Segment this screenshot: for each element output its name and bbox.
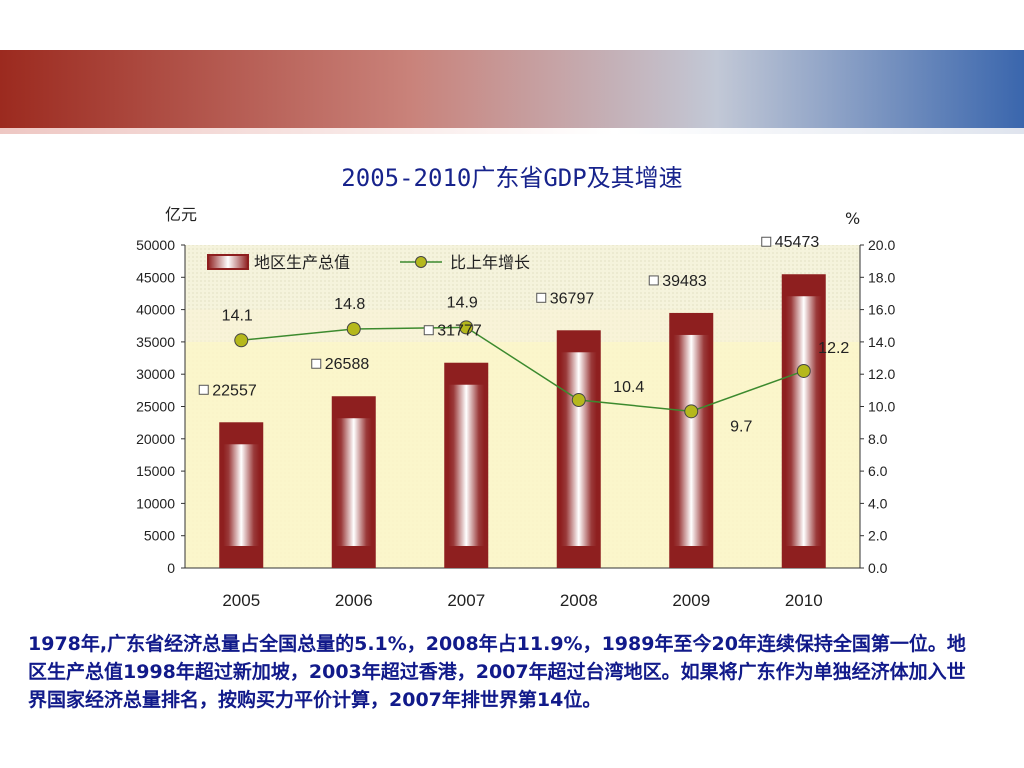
left-tick-label: 50000: [136, 237, 175, 253]
bar-highlight: [223, 444, 260, 546]
right-tick-label: 16.0: [868, 302, 895, 318]
bar-label-marker: [311, 358, 322, 369]
right-tick-label: 14.0: [868, 334, 895, 350]
right-tick-label: 18.0: [868, 269, 895, 285]
growth-point: [459, 320, 474, 335]
x-tick-label: 2007: [447, 591, 485, 610]
chart-title: 2005-2010广东省GDP及其增速: [341, 164, 683, 192]
growth-data-label: 14.1: [222, 307, 253, 324]
x-tick-label: 2006: [335, 591, 373, 610]
bar-highlight: [560, 352, 597, 546]
x-tick-label: 2010: [785, 591, 823, 610]
right-tick-label: 12.0: [868, 366, 895, 382]
header-banner-edge: [0, 128, 1024, 134]
left-tick-label: 35000: [136, 334, 175, 350]
bar-highlight: [335, 418, 372, 546]
right-tick-label: 0.0: [868, 560, 888, 576]
growth-point: [571, 393, 586, 408]
left-tick-label: 15000: [136, 463, 175, 479]
bar-label-marker: [648, 275, 659, 286]
bar-label-marker: [423, 325, 434, 336]
left-tick-label: 45000: [136, 269, 175, 285]
bar-label-marker: [761, 236, 772, 247]
legend-bar-swatch: [207, 254, 249, 270]
left-tick-label: 30000: [136, 366, 175, 382]
bar-highlight: [785, 296, 822, 546]
plot-band-mid: [185, 309, 860, 342]
growth-data-label: 9.7: [730, 418, 752, 435]
bar-data-label: 22557: [212, 382, 257, 399]
bar-data-label: 45473: [775, 234, 820, 251]
growth-data-label: 10.4: [613, 379, 644, 396]
left-tick-label: 10000: [136, 495, 175, 511]
gdp-chart: 0 5000 10000 15000 20000 25000 30000 35000 40000…: [136, 205, 895, 610]
growth-data-label: 14.8: [334, 296, 365, 313]
plot-band-low: [185, 341, 860, 568]
right-tick-label: 2.0: [868, 528, 888, 544]
header-banner: [0, 50, 1024, 130]
bar-data-label: 31777: [437, 323, 482, 340]
bar-label-marker: [198, 384, 209, 395]
growth-point: [796, 363, 811, 378]
right-tick-label: 6.0: [868, 463, 888, 479]
x-tick-label: 2005: [222, 591, 260, 610]
growth-point: [234, 333, 249, 348]
x-tick-label: 2009: [672, 591, 710, 610]
legend-bar-label: 地区生产总值: [254, 253, 350, 272]
legend-line-marker: [415, 256, 427, 268]
bar-highlight: [448, 384, 485, 546]
bar-label-marker: [536, 292, 547, 303]
growth-data-label: 12.2: [818, 340, 849, 357]
bar-highlight: [673, 334, 710, 546]
growth-point: [346, 321, 361, 336]
left-tick-label: 0: [167, 560, 175, 576]
legend-line-label: 比上年增长: [450, 253, 530, 272]
summary-paragraph: 1978年,广东省经济总量占全国总量的5.1%，2008年占11.9%，1989…: [28, 633, 966, 711]
x-tick-label: 2008: [560, 591, 598, 610]
growth-point: [684, 404, 699, 419]
left-tick-label: 20000: [136, 431, 175, 447]
right-tick-label: 4.0: [868, 495, 888, 511]
right-tick-label: 20.0: [868, 237, 895, 253]
bar-data-label: 39483: [662, 273, 707, 290]
growth-data-label: 14.9: [447, 294, 478, 311]
left-tick-label: 25000: [136, 399, 175, 415]
right-axis-label: %: [845, 209, 860, 228]
bar-data-label: 36797: [550, 290, 595, 307]
bar-data-label: 26588: [325, 356, 370, 373]
left-axis-label: 亿元: [165, 205, 197, 224]
growth-line: [241, 326, 805, 413]
left-tick-label: 40000: [136, 302, 175, 318]
left-tick-label: 5000: [144, 528, 175, 544]
right-tick-label: 10.0: [868, 399, 895, 415]
right-tick-label: 8.0: [868, 431, 888, 447]
